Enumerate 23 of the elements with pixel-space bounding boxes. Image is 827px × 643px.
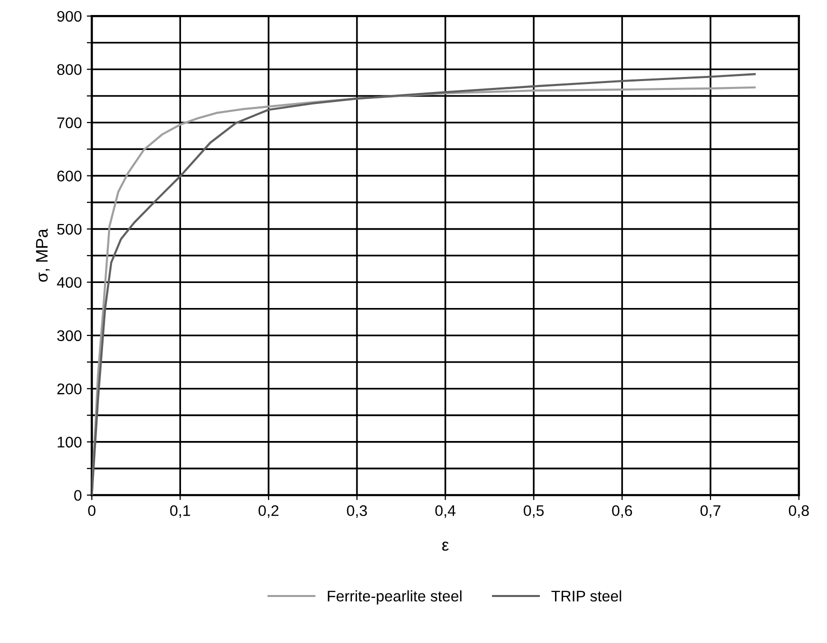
y-tick-label: 200 [57,384,82,394]
y-tick-label: 700 [57,117,82,128]
y-tick-label: 300 [57,330,82,342]
x-tick-label: 0,7 [700,505,720,518]
x-tick-label: 0,2 [258,505,278,518]
y-tick-label: 800 [57,64,82,75]
legend-label: TRIP steel [551,590,622,602]
legend-label: Ferrite-pearlite steel [328,590,462,605]
y-tick-label: 600 [57,170,82,182]
x-tick-label: 0 [88,505,96,516]
x-tick-label: 0,8 [788,505,809,518]
y-tick-label: 500 [57,224,82,235]
y-tick-label: 0 [74,490,82,501]
x-tick-label: 0,3 [346,505,367,518]
x-tick-label: 0,1 [170,505,190,518]
x-axis-title: ε [442,542,449,551]
y-tick-label: 100 [58,436,82,448]
y-axis-title: σ, MPa [36,228,50,282]
y-tick-label: 900 [57,10,82,22]
x-tick-label: 0,6 [612,505,632,518]
x-tick-label: 0,5 [524,505,544,518]
y-tick-label: 400 [56,277,82,288]
x-tick-label: 0,4 [435,505,456,518]
